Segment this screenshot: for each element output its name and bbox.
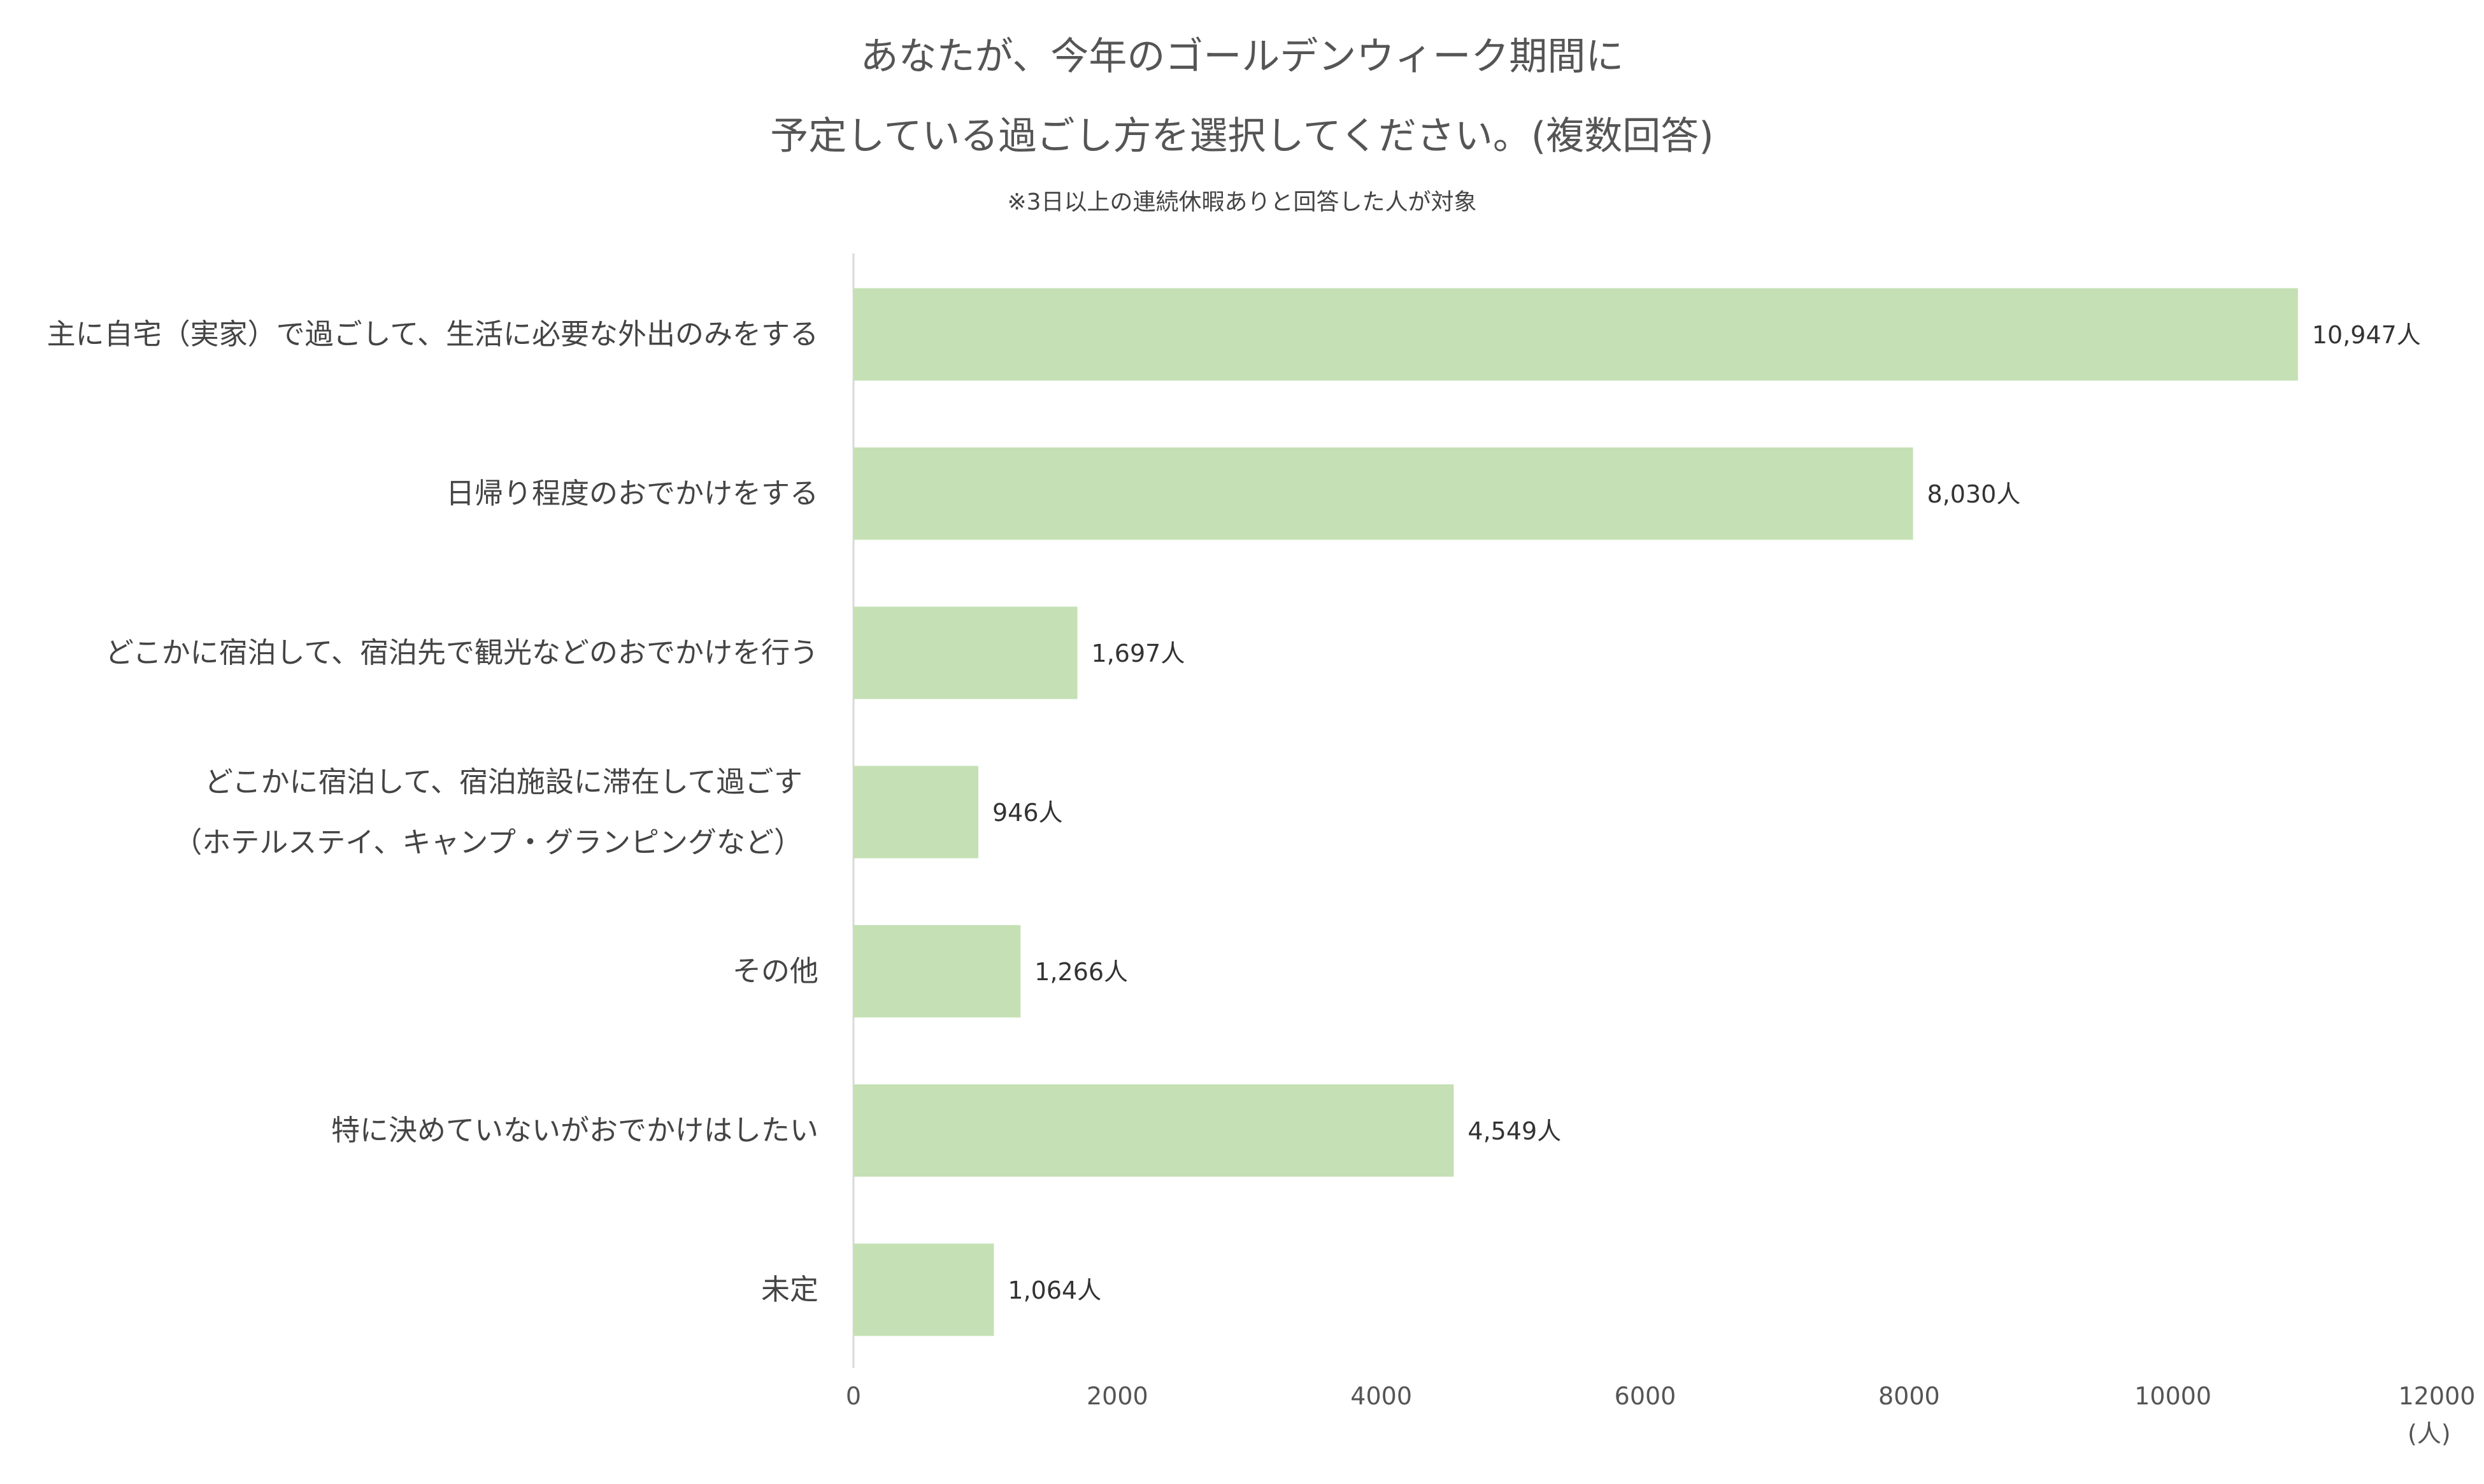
- bar: [853, 1243, 994, 1336]
- bar: [853, 606, 1078, 699]
- chart-title-line-2: 予定している過ごし方を選択してください。(複数回答): [770, 114, 1714, 159]
- data-label: 8,030人: [1927, 480, 2021, 508]
- category-label: 日帰り程度のおでかけをする: [445, 476, 818, 510]
- bar: [853, 766, 978, 859]
- chart-title-line-1: あなたが、今年のゴールデンウィーク期間に: [860, 34, 1624, 79]
- x-tick-label: 8000: [1878, 1382, 1940, 1410]
- data-label: 10,947人: [2312, 321, 2421, 349]
- x-tick-label: 0: [846, 1382, 861, 1410]
- x-axis-unit: (人): [2408, 1420, 2451, 1448]
- x-tick-label: 4000: [1350, 1382, 1412, 1410]
- bar: [853, 288, 2298, 381]
- category-label: 未定: [760, 1273, 818, 1306]
- bar: [853, 447, 1913, 540]
- category-label: どこかに宿泊して、宿泊先で観光などのおでかけを行う: [104, 636, 818, 669]
- category-label: その他: [732, 954, 818, 988]
- data-label: 4,549人: [1467, 1117, 1561, 1145]
- x-tick-label: 12000: [2399, 1382, 2476, 1410]
- data-label: 1,697人: [1092, 639, 1185, 667]
- bar: [853, 925, 1021, 1018]
- chart-subtitle: ※3日以上の連続休暇ありと回答した人が対象: [1007, 189, 1477, 215]
- data-label: 1,064人: [1008, 1276, 1101, 1304]
- x-tick-label: 6000: [1615, 1382, 1676, 1410]
- data-label: 1,266人: [1034, 958, 1128, 986]
- category-label: どこかに宿泊して、宿泊施設に滞在して過ごす: [204, 764, 803, 799]
- bar: [853, 1084, 1454, 1177]
- category-label: （ホテルステイ、キャンプ・グランピングなど）: [173, 825, 803, 859]
- x-tick-label: 10000: [2134, 1382, 2211, 1410]
- x-tick-label: 2000: [1087, 1382, 1148, 1410]
- category-label: 特に決めていないがおでかけはしたい: [331, 1113, 818, 1147]
- category-label: 主に自宅（実家）で過ごして、生活に必要な外出のみをする: [46, 317, 818, 351]
- data-label: 946人: [992, 799, 1063, 827]
